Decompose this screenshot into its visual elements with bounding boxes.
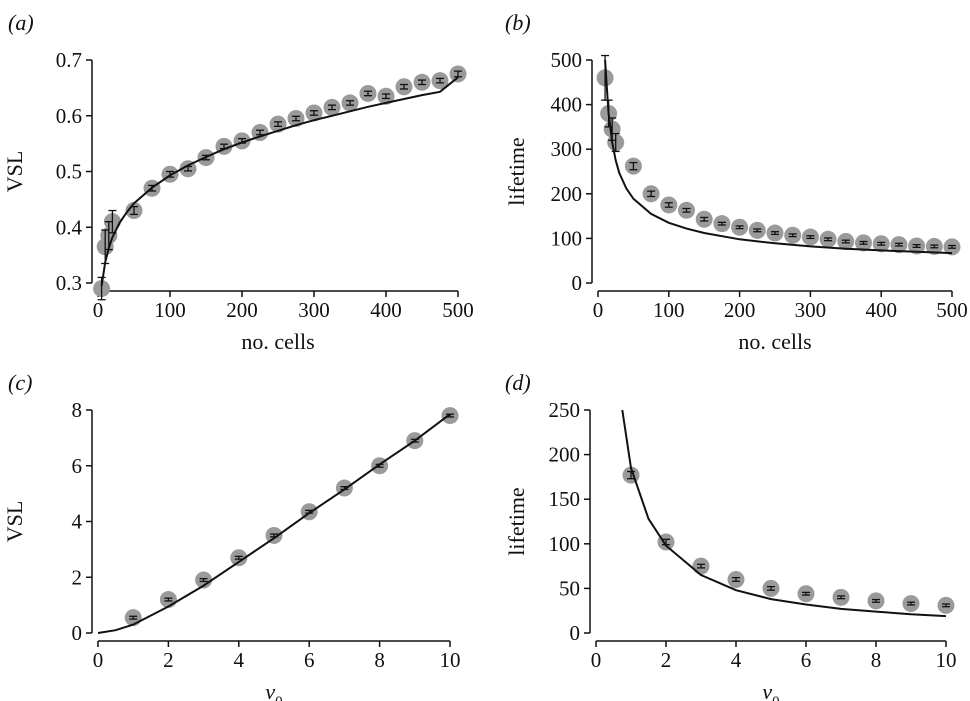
y-tick-label: 400: [551, 93, 583, 117]
y-axis-label: VSL: [2, 151, 27, 193]
y-tick-label: 0: [570, 621, 581, 645]
y-tick-label: 200: [549, 443, 581, 467]
x-tick-label: 0: [591, 648, 602, 672]
y-axis-label: lifetime: [504, 137, 529, 205]
y-tick-label: 50: [559, 576, 580, 600]
x-tick-label: 0: [93, 298, 104, 322]
x-axis-label-text: v: [762, 679, 772, 701]
x-tick-label: 0: [593, 298, 604, 322]
x-axis-label-text: no. cells: [241, 329, 314, 354]
x-tick-label: 10: [440, 648, 461, 672]
x-axis-label-subscript: 0: [275, 694, 283, 701]
x-tick-label: 300: [795, 298, 827, 322]
y-tick-label: 0.3: [56, 271, 82, 295]
x-tick-label: 200: [226, 298, 258, 322]
x-tick-label: 200: [724, 298, 756, 322]
panel-b: (b) 0 100 200 300 400 500 0 100 200 300 400 500 no. c…: [504, 10, 968, 354]
y-tick-label: 0.4: [56, 215, 83, 239]
y-tick-label: 0.7: [56, 48, 82, 72]
panel-a: (a) 0.3 0.4 0.5 0.6 0.7 0 100 200 300 400 500 no. ce…: [2, 10, 474, 354]
x-tick-label: 500: [936, 298, 968, 322]
x-axis-label-subscript: 0: [772, 694, 780, 701]
y-tick-label: 100: [551, 226, 583, 250]
x-tick-label: 8: [871, 648, 882, 672]
y-tick-label: 0: [572, 271, 583, 295]
x-tick-label: 400: [370, 298, 402, 322]
y-tick-label: 200: [551, 182, 583, 206]
panel-label: (c): [8, 370, 32, 395]
y-tick-label: 100: [549, 532, 581, 556]
y-tick-label: 0.6: [56, 104, 82, 128]
x-tick-label: 100: [653, 298, 685, 322]
x-axis-label-text: v: [265, 679, 275, 701]
x-axis-label: no. cells: [241, 329, 314, 354]
x-axis-label: no. cells: [738, 329, 811, 354]
fit-curve: [621, 409, 947, 618]
y-tick-label: 2: [72, 565, 83, 589]
panel-label: (b): [505, 10, 531, 35]
x-tick-label: 4: [234, 648, 245, 672]
panel-label: (a): [8, 10, 34, 35]
x-tick-label: 500: [442, 298, 474, 322]
x-tick-label: 300: [298, 298, 330, 322]
y-tick-label: 6: [72, 454, 83, 478]
x-tick-label: 0: [93, 648, 104, 672]
x-tick-label: 8: [374, 648, 385, 672]
y-tick-label: 150: [549, 487, 581, 511]
y-axis-label: lifetime: [504, 487, 529, 555]
y-axis-label: VSL: [2, 501, 27, 543]
y-tick-label: 4: [72, 510, 83, 534]
y-tick-label: 300: [551, 137, 583, 161]
x-tick-label: 400: [865, 298, 897, 322]
x-tick-label: 4: [731, 648, 742, 672]
fit-curve: [604, 59, 953, 255]
x-tick-label: 2: [661, 648, 672, 672]
y-tick-label: 0: [72, 621, 83, 645]
y-tick-label: 500: [551, 48, 583, 72]
y-tick-label: 8: [72, 398, 83, 422]
x-tick-label: 10: [936, 648, 957, 672]
x-tick-label: 6: [801, 648, 812, 672]
x-axis-label-text: no. cells: [738, 329, 811, 354]
x-axis-label: v0: [265, 679, 282, 701]
y-tick-label: 0.5: [56, 160, 82, 184]
x-tick-label: 6: [304, 648, 315, 672]
y-tick-label: 250: [549, 398, 581, 422]
panel-label: (d): [505, 370, 531, 395]
panel-d: (d)0501001502002500246810v0lifetime: [504, 370, 957, 701]
fit-curve: [97, 413, 451, 634]
x-tick-label: 2: [163, 648, 174, 672]
panel-c: (c)024680246810v0VSL: [2, 370, 461, 701]
x-tick-label: 100: [154, 298, 186, 322]
x-axis-label: v0: [762, 679, 779, 701]
